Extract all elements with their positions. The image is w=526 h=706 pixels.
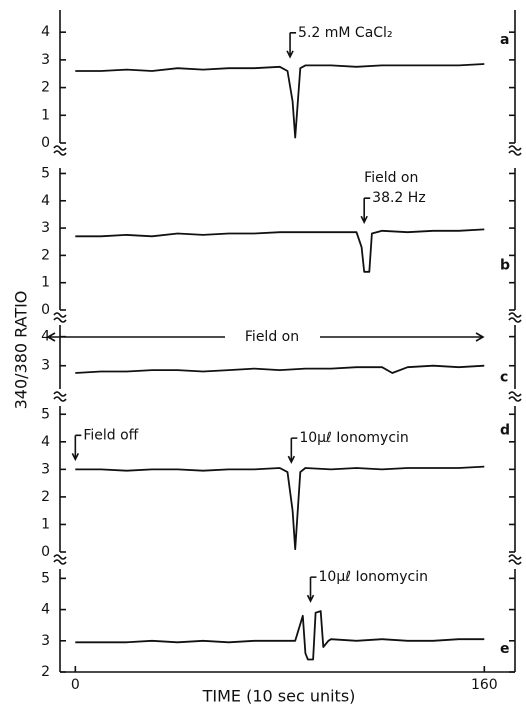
trace bbox=[75, 610, 485, 661]
annotation-arrow bbox=[286, 32, 297, 59]
axis-break bbox=[53, 391, 67, 402]
trace bbox=[75, 465, 485, 551]
annotation-text: Field off bbox=[83, 427, 138, 443]
y-tick-label: 2 bbox=[41, 664, 50, 680]
y-tick-label: 2 bbox=[41, 80, 50, 96]
trace bbox=[75, 63, 485, 139]
annotation-arrow bbox=[287, 437, 298, 464]
annotation-arrow bbox=[360, 197, 371, 224]
annotation-text: 38.2 Hz bbox=[372, 190, 426, 206]
axis-break bbox=[508, 145, 522, 156]
y-tick-label: 2 bbox=[41, 489, 50, 505]
annotation-arrow bbox=[306, 576, 317, 603]
y-tick-label: 4 bbox=[41, 193, 50, 209]
x-axis-label: TIME (10 sec units) bbox=[202, 687, 356, 706]
y-tick-label: 3 bbox=[41, 358, 50, 374]
annotation-text: 5.2 mM CaCl₂ bbox=[298, 25, 393, 41]
panel-letter: d bbox=[500, 423, 510, 439]
trace bbox=[75, 364, 485, 374]
axis-break bbox=[53, 312, 67, 323]
y-tick-label: 4 bbox=[41, 24, 50, 40]
axis-break bbox=[508, 312, 522, 323]
axis-break bbox=[53, 145, 67, 156]
axis-break bbox=[508, 554, 522, 565]
x-tick-label: 0 bbox=[71, 677, 80, 693]
panel-letter: a bbox=[500, 32, 509, 48]
axis-break bbox=[53, 554, 67, 565]
y-axis-label: 340/380 RATIO bbox=[12, 291, 31, 410]
y-tick-label: 1 bbox=[41, 107, 50, 123]
trace bbox=[75, 228, 485, 273]
annotation-text: 10μℓ Ionomycin bbox=[319, 569, 428, 585]
y-tick-label: 5 bbox=[41, 165, 50, 181]
y-tick-label: 5 bbox=[41, 406, 50, 422]
axis-break bbox=[508, 391, 522, 402]
span-arrow bbox=[46, 332, 485, 342]
y-tick-label: 5 bbox=[41, 570, 50, 586]
annotation-text: Field on bbox=[364, 170, 418, 186]
y-tick-label: 1 bbox=[41, 275, 50, 291]
y-tick-label: 0 bbox=[41, 544, 50, 560]
y-tick-label: 4 bbox=[41, 329, 50, 345]
annotation-arrow bbox=[71, 434, 82, 462]
y-tick-label: 4 bbox=[41, 602, 50, 618]
y-tick-label: 4 bbox=[41, 434, 50, 450]
panel-letter: e bbox=[500, 641, 510, 657]
y-tick-label: 3 bbox=[41, 633, 50, 649]
y-tick-label: 2 bbox=[41, 247, 50, 263]
panel-letter: b bbox=[500, 257, 510, 273]
y-tick-label: 0 bbox=[41, 135, 50, 151]
y-tick-label: 3 bbox=[41, 52, 50, 68]
y-tick-label: 1 bbox=[41, 516, 50, 532]
panel-letter: c bbox=[500, 370, 508, 386]
span-text: Field on bbox=[245, 329, 299, 345]
y-tick-label: 3 bbox=[41, 220, 50, 236]
x-tick-label: 160 bbox=[471, 677, 498, 693]
annotation-text: 10μℓ Ionomycin bbox=[299, 430, 408, 446]
y-tick-label: 3 bbox=[41, 461, 50, 477]
y-tick-label: 0 bbox=[41, 302, 50, 318]
